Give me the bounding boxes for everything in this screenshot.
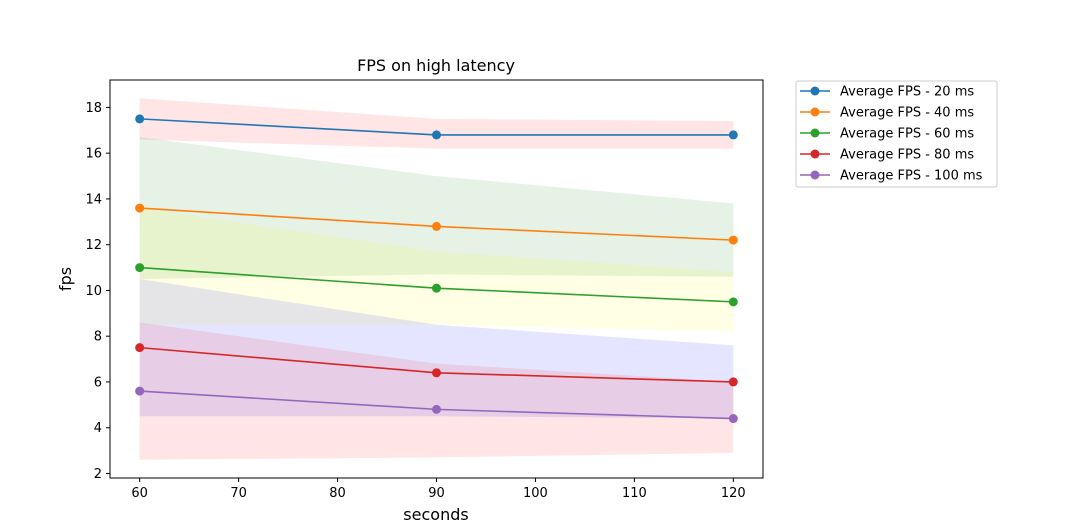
band-series-3 [139,208,734,332]
y-tick-label-6: 6 [94,375,102,390]
point-series-3-90 [432,283,441,293]
legend: Average FPS - 20 ms Average FPS - 40 ms Av… [795,80,998,188]
band-series-5 [139,322,734,460]
x-tick-label-70: 70 [230,486,247,501]
point-series-4-60 [135,343,145,353]
confidence-bands [139,98,734,460]
legend-label-5: Average FPS - 100 ms [840,169,983,184]
legend-marker-2 [810,107,820,117]
legend-marker-3 [810,128,820,138]
y-tick-label-2: 2 [94,467,102,482]
point-series-5-120 [728,414,738,424]
point-series-2-60 [135,203,145,213]
axis-ticks: 60 70 80 90 100 110 120 2 4 6 8 10 12 14 16 18 [85,101,745,501]
point-series-2-120 [728,235,738,245]
legend-label-4: Average FPS - 80 ms [840,148,974,163]
chart-title: FPS on high latency [357,56,515,75]
x-tick-label-110: 110 [622,486,647,501]
point-series-5-90 [432,404,441,414]
x-tick-label-100: 100 [523,486,548,501]
x-tick-label-120: 120 [721,486,746,501]
legend-label-1: Average FPS - 20 ms [840,85,974,100]
legend-label-2: Average FPS - 40 ms [840,106,974,121]
y-tick-label-14: 14 [85,192,102,207]
x-tick-label-80: 80 [329,486,346,501]
x-tick-label-90: 90 [428,486,445,501]
point-series-3-120 [728,297,738,307]
point-series-1-60 [135,114,145,124]
point-series-2-90 [432,221,441,231]
legend-frame [795,80,998,188]
point-series-4-120 [728,377,738,387]
y-tick-label-18: 18 [85,101,102,116]
legend-marker-1 [810,86,820,96]
y-tick-label-10: 10 [85,284,102,299]
band-series-1 [139,98,734,149]
band-series-4 [139,279,734,419]
x-tick-label-60: 60 [131,486,148,501]
legend-marker-4 [810,149,820,159]
y-axis-label: fps [56,267,75,291]
point-series-4-90 [432,368,441,378]
point-series-1-90 [432,130,441,140]
point-series-5-60 [135,386,145,396]
y-tick-label-12: 12 [85,238,102,253]
band-series-2 [139,137,734,279]
x-axis-label: seconds [403,505,468,524]
plot-frame [109,79,764,479]
y-tick-label-16: 16 [85,147,102,162]
legend-label-3: Average FPS - 60 ms [840,127,974,142]
legend-marker-5 [810,170,820,180]
series-lines [135,114,738,424]
y-tick-label-8: 8 [94,330,102,345]
point-series-3-60 [135,263,145,273]
y-tick-label-4: 4 [94,421,102,436]
point-series-1-120 [728,130,738,140]
